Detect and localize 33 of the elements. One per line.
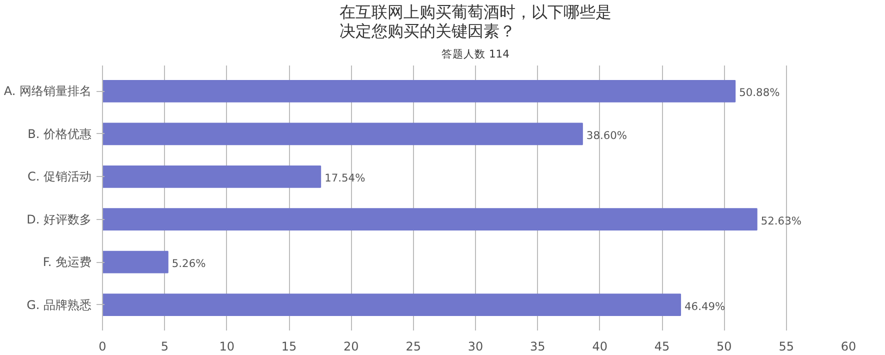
y-tick-label: F. 免运费: [42, 255, 92, 270]
data-label: 5.26%: [172, 257, 206, 270]
x-tick-label: 55: [778, 340, 794, 354]
bar: [102, 80, 736, 102]
y-tick-label: A. 网络销量排名: [4, 84, 92, 98]
bar: [102, 208, 758, 231]
y-tick-label: G. 品牌熟悉: [26, 298, 92, 312]
y-tick-label: B. 价格优惠: [28, 126, 92, 141]
data-label: 46.49%: [684, 300, 726, 313]
y-tick-label: D. 好评数多: [26, 212, 92, 226]
x-tick-label: 30: [468, 340, 484, 354]
chart-subtitle: 答题人数 114: [442, 48, 510, 60]
x-tick-label: 40: [592, 340, 608, 354]
data-label: 38.60%: [586, 128, 628, 142]
chart-title: 在互联网上购买葡萄酒时，以下哪些是决定您购买的关键因素？: [340, 2, 612, 40]
bar: [102, 294, 682, 316]
x-tick-label: 0: [98, 340, 106, 354]
data-label: 17.54%: [324, 172, 366, 185]
x-tick-label: 25: [406, 340, 421, 354]
x-tick-label: 60: [840, 340, 856, 354]
bar: [102, 122, 583, 146]
x-tick-label: 35: [530, 340, 546, 354]
bar: [102, 165, 322, 188]
x-tick-label: 10: [219, 340, 234, 354]
y-tick-label: C. 促销活动: [27, 170, 92, 184]
x-tick-label: 20: [344, 340, 359, 354]
data-label: 52.63%: [760, 214, 802, 228]
x-tick-label: 15: [281, 340, 297, 354]
data-label: 50.88%: [739, 86, 780, 100]
x-tick-label: 50: [716, 340, 732, 354]
x-tick-label: 45: [654, 340, 670, 354]
bar: [102, 250, 168, 274]
x-tick-label: 5: [160, 340, 168, 354]
